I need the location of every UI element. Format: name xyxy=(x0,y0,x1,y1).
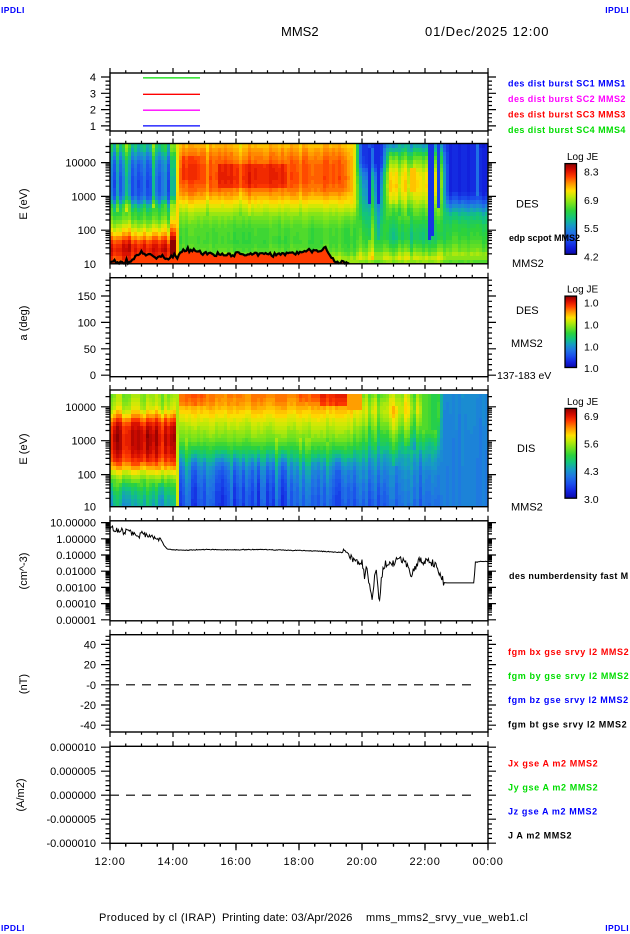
svg-text:fgm by gse srvy l2 MMS2: fgm by gse srvy l2 MMS2 xyxy=(508,671,629,681)
svg-text:des dist burst SC4 MMS4: des dist burst SC4 MMS4 xyxy=(508,125,626,135)
svg-text:3: 3 xyxy=(90,88,96,100)
svg-text:22:00: 22:00 xyxy=(409,856,440,868)
svg-text:0.000005: 0.000005 xyxy=(50,766,96,778)
svg-text:10000: 10000 xyxy=(65,158,96,170)
svg-text:20: 20 xyxy=(84,660,96,672)
svg-text:mms_mms2_srvy_vue_web1.cl: mms_mms2_srvy_vue_web1.cl xyxy=(366,912,528,924)
svg-text:J A m2 MMS2: J A m2 MMS2 xyxy=(508,831,572,841)
svg-text:-0: -0 xyxy=(86,680,96,692)
svg-text:fgm bx gse srvy l2 MMS2: fgm bx gse srvy l2 MMS2 xyxy=(508,647,629,657)
svg-text:IPDLI: IPDLI xyxy=(605,923,629,933)
svg-text:150: 150 xyxy=(78,291,96,303)
svg-text:Log JE: Log JE xyxy=(567,285,598,296)
svg-text:1.00000: 1.00000 xyxy=(56,534,96,546)
svg-text:MMS2: MMS2 xyxy=(511,338,543,350)
svg-text:IPDLI: IPDLI xyxy=(1,5,25,15)
svg-text:137-183 eV: 137-183 eV xyxy=(497,370,551,382)
svg-text:(A/m2): (A/m2) xyxy=(15,779,27,812)
svg-text:8.3: 8.3 xyxy=(584,167,599,179)
svg-text:Jy gse A m2 MMS2: Jy gse A m2 MMS2 xyxy=(508,783,598,793)
svg-text:0.00001: 0.00001 xyxy=(56,615,96,627)
svg-text:Produced by cl (IRAP): Produced by cl (IRAP) xyxy=(99,912,216,924)
svg-text:(nT): (nT) xyxy=(18,674,30,694)
svg-text:des dist burst SC2 MMS2: des dist burst SC2 MMS2 xyxy=(508,94,626,104)
svg-text:IPDLI: IPDLI xyxy=(605,5,629,15)
svg-text:100: 100 xyxy=(78,225,96,237)
svg-text:a (deg): a (deg) xyxy=(18,306,30,341)
svg-text:100: 100 xyxy=(78,470,96,482)
svg-text:Jx gse A m2 MMS2: Jx gse A m2 MMS2 xyxy=(508,759,598,769)
svg-text:4: 4 xyxy=(90,72,96,84)
svg-text:0.00010: 0.00010 xyxy=(56,599,96,611)
svg-text:50: 50 xyxy=(84,344,96,356)
svg-text:0.000010: 0.000010 xyxy=(50,742,96,754)
svg-text:(cm^-3): (cm^-3) xyxy=(18,553,30,590)
svg-text:10: 10 xyxy=(84,502,96,514)
svg-text:DES: DES xyxy=(516,199,539,211)
svg-text:0.00100: 0.00100 xyxy=(56,582,96,594)
svg-text:00:00: 00:00 xyxy=(472,856,503,868)
svg-text:20:00: 20:00 xyxy=(346,856,377,868)
svg-text:-0.000005: -0.000005 xyxy=(46,814,96,826)
svg-text:IPDLI: IPDLI xyxy=(1,923,25,933)
svg-text:fgm bt gse srvy l2 MMS2: fgm bt gse srvy l2 MMS2 xyxy=(508,719,627,729)
svg-text:-20: -20 xyxy=(80,700,96,712)
svg-text:1000: 1000 xyxy=(72,436,96,448)
svg-text:0.01000: 0.01000 xyxy=(56,566,96,578)
svg-text:des dist burst SC1 MMS1: des dist burst SC1 MMS1 xyxy=(508,79,626,89)
svg-text:10.00000: 10.00000 xyxy=(50,518,96,530)
svg-text:MMS2: MMS2 xyxy=(281,24,319,39)
svg-text:1000: 1000 xyxy=(72,191,96,203)
svg-text:4.3: 4.3 xyxy=(584,466,599,478)
svg-text:-0.000010: -0.000010 xyxy=(46,838,96,850)
svg-text:1.0: 1.0 xyxy=(584,319,599,331)
svg-text:E (eV): E (eV) xyxy=(18,433,30,464)
svg-text:6.9: 6.9 xyxy=(584,411,599,423)
svg-text:-40: -40 xyxy=(80,720,96,732)
svg-text:Log JE: Log JE xyxy=(567,152,598,163)
svg-text:10000: 10000 xyxy=(65,402,96,414)
svg-text:40: 40 xyxy=(84,639,96,651)
svg-text:5.6: 5.6 xyxy=(584,439,599,451)
svg-text:12:00: 12:00 xyxy=(94,856,125,868)
svg-text:6.9: 6.9 xyxy=(584,195,599,207)
svg-text:0: 0 xyxy=(90,370,96,382)
svg-text:01/Dec/2025 12:00: 01/Dec/2025 12:00 xyxy=(425,24,549,39)
svg-text:DIS: DIS xyxy=(517,443,535,455)
svg-text:16:00: 16:00 xyxy=(220,856,251,868)
svg-text:Log JE: Log JE xyxy=(567,397,598,408)
svg-text:Printing date: 03/Apr/2026: Printing date: 03/Apr/2026 xyxy=(222,912,352,924)
svg-text:1.0: 1.0 xyxy=(584,363,599,375)
svg-text:5.5: 5.5 xyxy=(584,223,599,235)
svg-text:edp scpot MMS2: edp scpot MMS2 xyxy=(509,233,580,243)
svg-text:0.000000: 0.000000 xyxy=(50,790,96,802)
svg-text:MMS2: MMS2 xyxy=(511,502,543,514)
svg-text:des numberdensity fast M: des numberdensity fast M xyxy=(509,571,628,581)
svg-text:4.2: 4.2 xyxy=(584,252,599,264)
svg-text:Jz gse A m2 MMS2: Jz gse A m2 MMS2 xyxy=(508,807,598,817)
svg-text:1.0: 1.0 xyxy=(584,298,599,310)
svg-text:E (eV): E (eV) xyxy=(18,188,30,219)
svg-text:fgm bz gse srvy l2 MMS2: fgm bz gse srvy l2 MMS2 xyxy=(508,695,629,705)
svg-text:14:00: 14:00 xyxy=(157,856,188,868)
svg-text:2: 2 xyxy=(90,105,96,117)
svg-text:18:00: 18:00 xyxy=(283,856,314,868)
svg-text:3.0: 3.0 xyxy=(584,494,599,506)
svg-text:0.10000: 0.10000 xyxy=(56,550,96,562)
svg-text:MMS2: MMS2 xyxy=(512,258,544,270)
svg-text:10: 10 xyxy=(84,259,96,271)
svg-text:DES: DES xyxy=(516,305,539,317)
svg-text:1: 1 xyxy=(90,121,96,133)
svg-text:100: 100 xyxy=(78,317,96,329)
svg-text:1.0: 1.0 xyxy=(584,341,599,353)
svg-text:des dist burst SC3 MMS3: des dist burst SC3 MMS3 xyxy=(508,110,626,120)
